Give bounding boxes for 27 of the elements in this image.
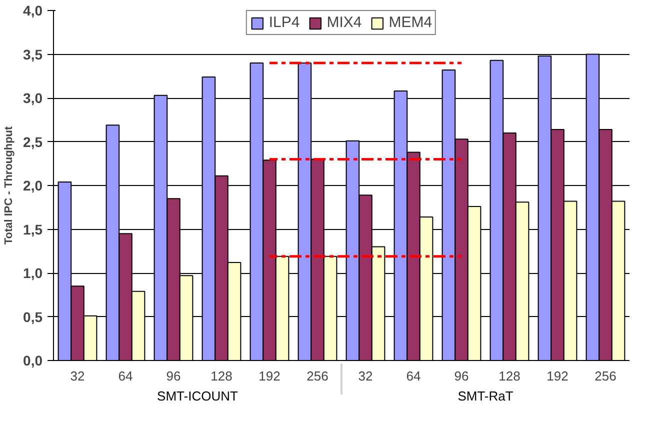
text: SMT-ICOUNT: [157, 388, 238, 404]
y-tick-label: 0,5: [23, 308, 43, 325]
x-tick-label: 64: [118, 368, 133, 384]
x-tick-label: 128: [498, 368, 520, 384]
x-tick-label: 128: [210, 368, 232, 384]
x-tick-label: 32: [358, 368, 373, 384]
x-tick-label: 32: [70, 368, 85, 384]
x-tick-label: 256: [306, 368, 328, 384]
x-tick-label: 96: [166, 368, 181, 384]
y-tick-label: 0,0: [23, 352, 43, 368]
x-tick-label: 256: [594, 368, 616, 384]
legend-label: MEM4: [388, 14, 432, 31]
y-tick-label: 1,5: [23, 221, 43, 238]
y-tick-label: 4,0: [23, 2, 43, 18]
y-tick-label: 3,0: [23, 90, 43, 106]
x-tick-label: 192: [258, 368, 280, 384]
legend-label: MIX4: [326, 14, 362, 31]
y-tick-label: 2,5: [23, 134, 43, 150]
y-tick-label: 2,0: [23, 178, 43, 194]
x-tick-label: 192: [546, 368, 568, 384]
text: SMT-RaT: [458, 388, 514, 404]
y-tick-label: 1,0: [23, 265, 43, 281]
legend-label: ILP4: [268, 14, 300, 31]
y-axis-title: Total IPC - Throughput: [3, 126, 16, 245]
x-tick-label: 64: [406, 368, 421, 384]
x-tick-label: 96: [454, 368, 469, 384]
y-tick-label: 3,5: [23, 46, 43, 62]
